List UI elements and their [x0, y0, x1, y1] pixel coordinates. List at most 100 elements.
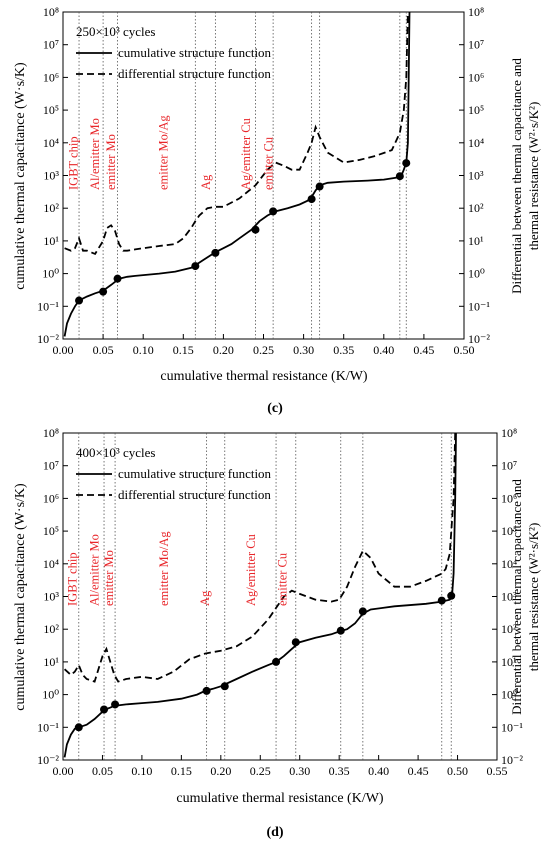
region-label: Ag/emitter Cu — [244, 533, 258, 606]
data-point-marker — [336, 626, 345, 635]
y-tick-label: 10⁷ — [43, 459, 59, 473]
data-point-marker — [74, 723, 83, 732]
y-tick-label: 10⁴ — [43, 136, 59, 150]
y-tick-label: 10³ — [43, 590, 59, 604]
y-tick-label: 10¹ — [43, 655, 59, 669]
y2-tick-label: 10³ — [468, 169, 484, 183]
y2-tick-label: 10² — [501, 622, 517, 636]
y2-tick-label: 10⁰ — [468, 267, 485, 281]
panel-label: (c) — [267, 401, 283, 416]
y-tick-label: 10⁷ — [43, 38, 59, 52]
y2-tick-label: 10⁸ — [468, 5, 484, 19]
y-tick-label: 10⁰ — [42, 688, 59, 702]
x-tick-label: 0.10 — [133, 343, 154, 357]
y-tick-label: 10⁰ — [42, 267, 59, 281]
y2-axis-label-line2: thermal resistance (W²·s/K²) — [526, 523, 541, 672]
x-tick-label: 0.25 — [250, 764, 271, 778]
y-tick-label: 10² — [43, 201, 59, 215]
data-point-marker — [402, 159, 411, 168]
y2-axis-label-line2: thermal resistance (W²·s/K²) — [526, 102, 541, 251]
data-point-marker — [251, 225, 260, 234]
legend-item-differential: differential structure function — [118, 66, 271, 81]
y2-tick-label: 10⁻² — [468, 332, 490, 346]
x-tick-label: 0.15 — [173, 343, 194, 357]
region-label: emitter Cu — [275, 552, 289, 606]
y2-tick-label: 10⁵ — [501, 524, 517, 538]
y-tick-label: 10⁶ — [43, 70, 59, 84]
y2-tick-label: 10⁻¹ — [501, 720, 523, 734]
data-point-marker — [220, 682, 229, 691]
x-tick-label: 0.35 — [333, 343, 354, 357]
x-tick-label: 0.20 — [210, 764, 231, 778]
x-tick-label: 0.35 — [329, 764, 350, 778]
data-point-marker — [269, 207, 278, 216]
x-tick-label: 0.45 — [408, 764, 429, 778]
data-point-marker — [307, 195, 316, 204]
x-tick-label: 0.50 — [447, 764, 468, 778]
y-tick-label: 10⁸ — [43, 5, 59, 19]
y-tick-label: 10¹ — [43, 234, 59, 248]
region-label: Ag — [199, 174, 213, 190]
x-tick-label: 0.00 — [53, 343, 74, 357]
legend-item-cumulative: cumulative structure function — [118, 466, 272, 481]
region-label: IGBT chip — [66, 552, 80, 606]
data-point-marker — [447, 591, 456, 600]
x-tick-label: 0.05 — [93, 343, 114, 357]
data-point-marker — [100, 705, 109, 714]
data-point-marker — [291, 638, 300, 647]
data-point-marker — [113, 274, 122, 283]
y-axis-label: cumulative thermal capacitance (W·s/K) — [13, 62, 28, 290]
y2-tick-label: 10¹ — [501, 655, 517, 669]
region-label: emitter Mo — [104, 134, 118, 190]
x-tick-label: 0.15 — [171, 764, 192, 778]
legend-title: 250×10³ cycles — [76, 24, 155, 39]
region-label: emitter Mo/Ag — [157, 531, 171, 606]
y2-tick-label: 10² — [468, 201, 484, 215]
y2-tick-label: 10⁶ — [501, 491, 517, 505]
data-point-marker — [437, 596, 446, 605]
series-differential-line — [63, 432, 457, 683]
y2-tick-label: 10⁴ — [468, 136, 484, 150]
y2-tick-label: 10⁻² — [501, 753, 523, 767]
series-differential-line — [64, 11, 409, 256]
y2-tick-label: 10⁻¹ — [468, 299, 490, 313]
x-axis-label: cumulative thermal resistance (K/W) — [160, 369, 368, 384]
y-tick-label: 10⁴ — [43, 557, 59, 571]
region-label: Al/emitter Mo — [88, 534, 102, 606]
legend-item-cumulative: cumulative structure function — [118, 45, 272, 60]
x-tick-label: 0.25 — [253, 343, 274, 357]
y2-tick-label: 10⁴ — [501, 557, 517, 571]
y2-tick-label: 10⁶ — [468, 70, 484, 84]
x-tick-label: 0.40 — [373, 343, 394, 357]
y-tick-label: 10⁻² — [37, 332, 59, 346]
x-tick-label: 0.40 — [368, 764, 389, 778]
y-tick-label: 10³ — [43, 169, 59, 183]
x-tick-label: 0.10 — [131, 764, 152, 778]
x-axis-label: cumulative thermal resistance (K/W) — [176, 791, 384, 806]
x-tick-label: 0.20 — [213, 343, 234, 357]
region-label: IGBT chip — [66, 136, 80, 190]
x-tick-label: 0.55 — [487, 764, 508, 778]
y-tick-label: 10⁻¹ — [37, 720, 59, 734]
legend-item-differential: differential structure function — [118, 487, 271, 502]
x-tick-label: 0.00 — [53, 764, 74, 778]
data-point-marker — [75, 296, 84, 305]
region-label: emitter Cu — [261, 136, 275, 190]
y2-tick-label: 10⁷ — [468, 38, 484, 52]
y2-tick-label: 10⁷ — [501, 459, 517, 473]
data-point-marker — [211, 248, 220, 257]
legend: 250×10³ cycles cumulative structure func… — [76, 24, 272, 81]
data-point-marker — [202, 686, 211, 695]
y2-tick-label: 10³ — [501, 590, 517, 604]
y2-tick-label: 10⁸ — [501, 426, 517, 440]
data-point-marker — [272, 657, 281, 666]
y-tick-label: 10⁸ — [43, 426, 59, 440]
legend-title: 400×10³ cycles — [76, 445, 155, 460]
x-tick-label: 0.45 — [413, 343, 434, 357]
region-label: Ag — [198, 590, 212, 606]
y-tick-label: 10⁻² — [37, 753, 59, 767]
y-tick-label: 10⁶ — [43, 491, 59, 505]
panel-label: (d) — [266, 825, 283, 840]
y2-axis-label-line1: Differential between thermal capacitance… — [509, 479, 524, 715]
